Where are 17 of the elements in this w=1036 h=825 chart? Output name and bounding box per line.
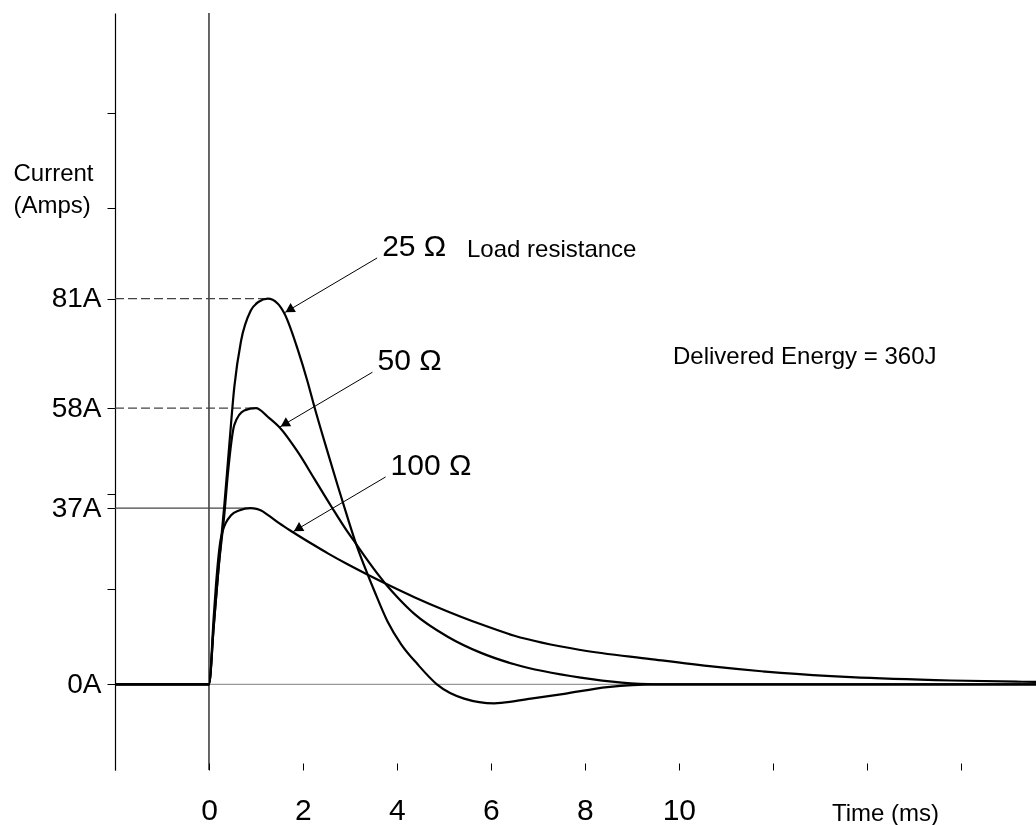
annotation: Delivered Energy = 360J [673, 342, 937, 369]
x-tick-label: 0 [201, 792, 218, 825]
x-tick-label: 10 [662, 792, 697, 825]
annotation: 100 Ω [390, 447, 472, 481]
y-tick-label: 81A [51, 282, 102, 314]
y-tick-label: 37A [51, 491, 102, 523]
y-axis-title: Current (Amps) [13, 158, 94, 218]
y-tick-label: 58A [51, 391, 102, 423]
annotation: Load resistance [467, 235, 637, 262]
x-tick-label: 4 [389, 792, 406, 825]
x-tick-label: 8 [577, 792, 594, 825]
x-tick-label: 2 [295, 792, 312, 825]
x-tick-label: 6 [483, 792, 500, 825]
x-axis-title: Time (ms) [831, 798, 940, 825]
y-tick-label: 0A [67, 667, 102, 699]
annotation: 50 Ω [377, 343, 442, 377]
annotation: 25 Ω [382, 228, 447, 262]
